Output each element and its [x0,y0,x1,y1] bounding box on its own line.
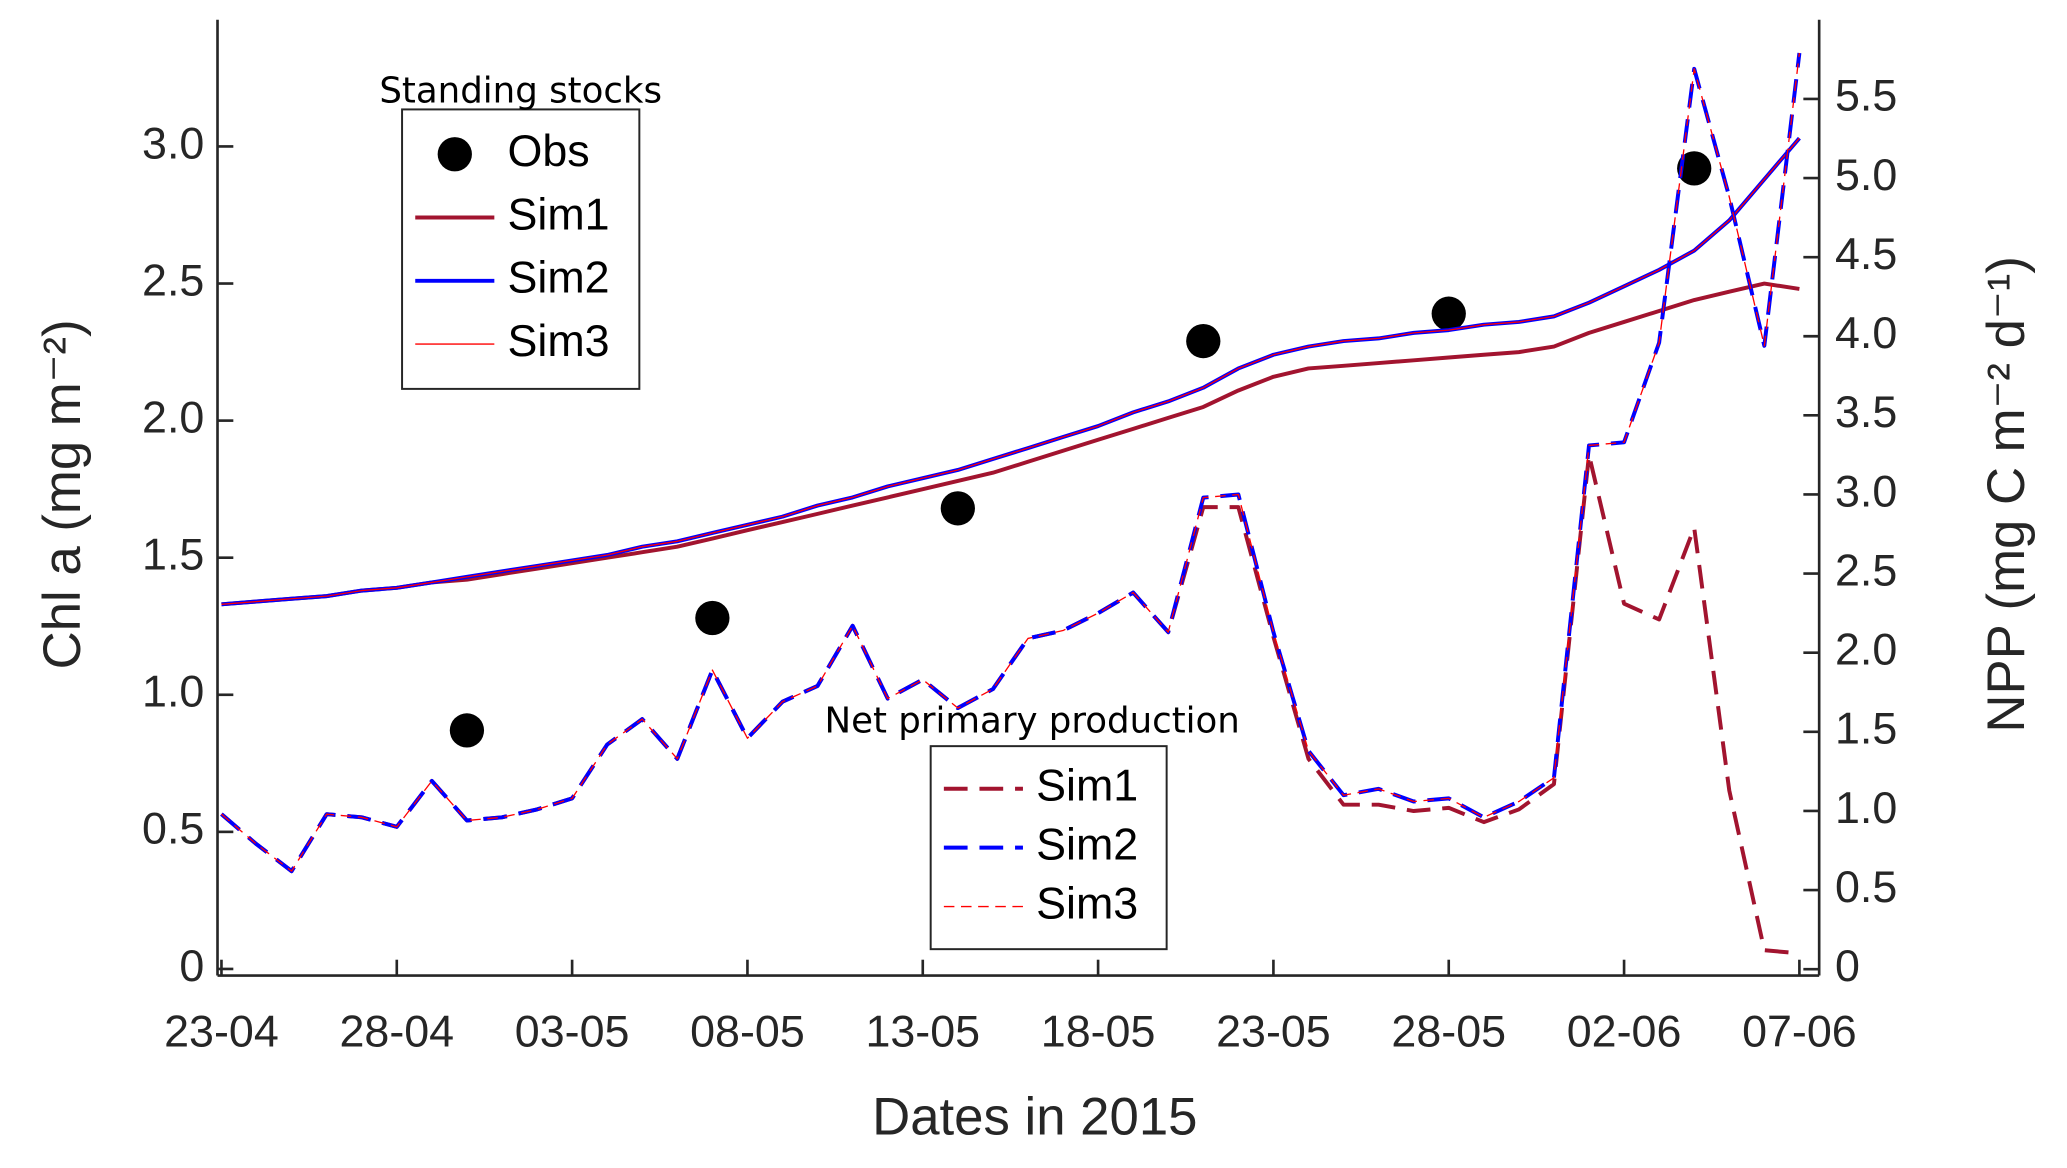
legend-label: Sim2 [1036,820,1138,870]
x-tick-label: 23-04 [164,1007,279,1057]
x-tick-label: 08-05 [690,1007,805,1057]
legend-label: Sim1 [1036,761,1138,811]
x-tick-label: 03-05 [515,1007,630,1057]
y2-tick-label: 5.0 [1835,150,1897,200]
x-tick-label: 28-05 [1391,1007,1506,1057]
y-tick-label: 1.0 [142,667,204,717]
legend-title: Standing stocks [379,70,662,111]
y-axis-label: Chl a (mg m⁻²) [33,319,92,669]
legend-label: Obs [508,126,590,176]
x-tick-label: 28-04 [339,1007,454,1057]
y2-tick-label: 1.0 [1835,783,1897,833]
legend-label: Sim3 [508,316,610,366]
legend: Standing stocks Obs Sim1 Sim2 Sim3 [379,70,662,390]
y-tick-label: 2.0 [142,392,204,442]
x-tick-label: 13-05 [865,1007,980,1057]
y2-tick-label: 4.0 [1835,308,1897,358]
y2-tick-label: 4.5 [1835,229,1897,279]
obs-marker [449,713,485,748]
x-tick-label: 02-06 [1567,1007,1682,1057]
y2-tick-label: 3.5 [1835,387,1897,437]
legend-label: Sim2 [508,253,610,303]
y2-tick-label: 2.5 [1835,545,1897,595]
y2-tick-label: 5.5 [1835,71,1897,121]
series-line [221,52,1801,872]
obs-marker [1677,151,1712,186]
obs-marker [695,600,730,636]
series-line [221,137,1800,605]
legend-marker [437,137,472,172]
x-tick-label: 18-05 [1041,1007,1156,1057]
legend-label: Sim1 [508,189,610,239]
y-tick-label: 0 [179,941,204,991]
y-tick-label: 2.5 [142,255,204,305]
obs-marker [1431,296,1466,331]
y-tick-label: 3.0 [142,118,204,168]
obs-marker [1186,323,1221,359]
y2-tick-label: 0.5 [1835,862,1897,912]
legend-label: Sim3 [1036,878,1138,928]
x-tick-label: 07-06 [1742,1007,1857,1057]
obs-marker [940,491,975,526]
x-axis-label: Dates in 2015 [872,1087,1197,1146]
legend-box [929,745,1168,951]
legend: Net primary production Sim1 Sim2 Sim3 [825,700,1240,951]
y2-tick-label: 3.0 [1835,466,1897,516]
y2-tick-label: 0 [1835,941,1860,991]
legend-title: Net primary production [825,700,1240,741]
y2-tick-label: 2.0 [1835,625,1897,675]
y-tick-label: 1.5 [142,530,204,580]
x-tick-label: 23-05 [1216,1007,1331,1057]
y2-tick-label: 1.5 [1835,704,1897,754]
y-tick-label: 0.5 [142,804,204,854]
y2-axis-label: NPP (mg C m⁻² d⁻¹) [1977,256,2036,732]
series-line [221,281,1800,607]
